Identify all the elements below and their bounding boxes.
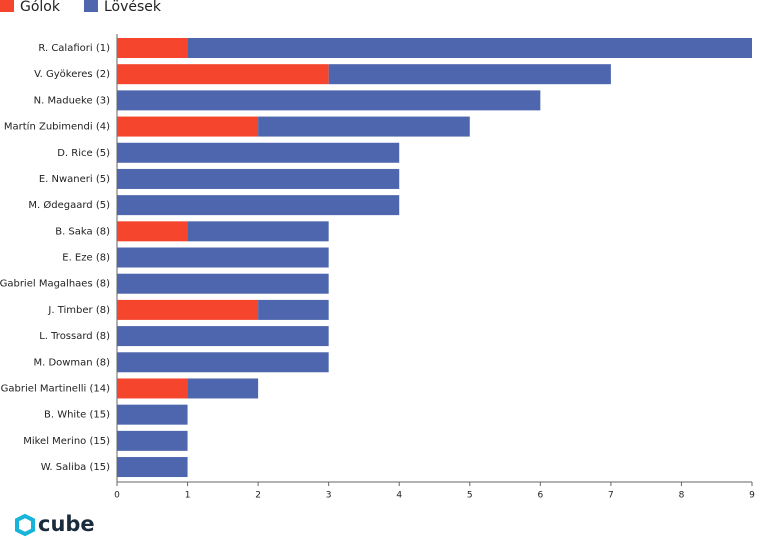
y-tick-label: V. Gyökeres (2) (34, 69, 110, 80)
legend-label: Lövések (104, 0, 162, 15)
y-tick-label: Mikel Merino (15) (23, 436, 110, 447)
y-tick-label: J. Timber (8) (47, 305, 110, 316)
bar (117, 38, 188, 58)
bar (117, 352, 329, 373)
bar (117, 457, 188, 478)
logo: cube (15, 512, 95, 537)
bar (187, 38, 753, 58)
bar (117, 273, 329, 294)
legend-swatch (83, 0, 98, 12)
logo-icon (15, 513, 35, 537)
y-tick-label: Martín Zubimendi (4) (4, 121, 110, 133)
y-tick-label: Gabriel Martinelli (14) (1, 383, 110, 394)
x-tick-label: 4 (396, 491, 402, 501)
x-tick-label: 1 (185, 491, 191, 501)
bar (187, 221, 329, 242)
bar (117, 142, 400, 163)
bar (328, 64, 611, 85)
legend-swatch (0, 0, 14, 12)
bar (117, 404, 188, 425)
x-tick-label: 2 (255, 491, 261, 501)
x-tick-label: 5 (467, 491, 473, 501)
y-tick-label: R. Calafiori (1) (38, 43, 110, 54)
x-tick-label: 6 (537, 491, 543, 501)
bar (117, 299, 259, 320)
y-tick-label: D. Rice (5) (57, 148, 110, 159)
y-tick-label: E. Nwaneri (5) (39, 174, 110, 185)
y-tick-label: W. Saliba (15) (41, 462, 110, 473)
bar (117, 64, 329, 85)
y-tick-label: Gabriel Magalhaes (8) (0, 279, 110, 290)
x-tick-label: 7 (608, 491, 614, 501)
y-tick-label: B. White (15) (44, 410, 110, 421)
bar (117, 168, 400, 189)
bar (117, 195, 400, 216)
bar (117, 116, 259, 137)
x-tick-label: 3 (326, 491, 332, 501)
y-tick-label: M. Ødegaard (5) (28, 199, 110, 211)
bar (258, 299, 329, 320)
x-tick-label: 8 (679, 491, 685, 501)
y-tick-label: E. Eze (8) (62, 253, 110, 264)
y-tick-label: M. Dowman (8) (33, 357, 110, 368)
logo-text: cube (38, 512, 95, 536)
y-tick-label: B. Saka (8) (55, 226, 110, 237)
bar (117, 326, 329, 347)
legend-label: Gólok (20, 0, 61, 15)
bar (117, 247, 329, 268)
bar (117, 378, 188, 399)
y-tick-label: N. Madueke (3) (34, 95, 110, 106)
bar (117, 221, 188, 242)
x-tick-label: 9 (749, 491, 755, 501)
bar (187, 378, 259, 399)
bar (117, 90, 541, 111)
y-tick-label: L. Trossard (8) (39, 331, 110, 342)
bar (258, 116, 470, 137)
x-tick-label: 0 (114, 491, 120, 501)
bar (117, 430, 188, 451)
